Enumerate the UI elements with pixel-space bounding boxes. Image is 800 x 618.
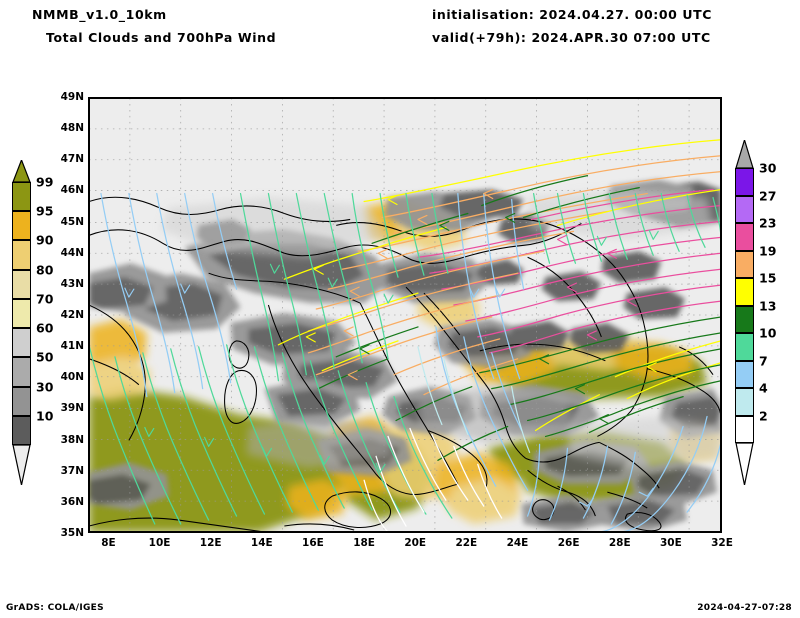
colorbar-swatch [735, 250, 754, 278]
colorbar-tick-label: 4 [759, 380, 768, 396]
y-tick-label: 42N [60, 309, 84, 321]
colorbar-extend-top [12, 160, 31, 182]
colorbar-tick-label: 80 [36, 262, 54, 278]
colorbar-swatch [735, 360, 754, 388]
y-tick-label: 38N [60, 433, 84, 446]
valid-time: valid(+79h): 2024.APR.30 07:00 UTC [432, 30, 711, 45]
initialisation-time: initialisation: 2024.04.27. 00:00 UTC [432, 7, 713, 22]
colorbar-tick-label: 10 [759, 325, 777, 341]
colorbar-tick-label: 23 [759, 215, 777, 231]
y-tick-label: 40N [60, 371, 84, 384]
colorbar-wind-speed: 30 27 23 19 15 13 10 7 4 2 [735, 140, 776, 485]
colorbar-swatch [12, 328, 31, 358]
software-credit: GrADS: COLA/IGES [6, 603, 104, 613]
colorbar-tick-label: 95 [36, 203, 54, 219]
x-tick-label: 18E [353, 537, 375, 549]
colorbar-swatch [735, 223, 754, 251]
colorbar-tick-label: 50 [36, 349, 54, 365]
colorbar-swatch [12, 240, 31, 270]
colorbar-tick-label: 60 [36, 320, 54, 336]
colorbar-tick-label: 2 [759, 408, 768, 423]
colorbar-tick-label: 10 [36, 408, 54, 424]
colorbar-tick-label: 90 [36, 232, 54, 248]
y-tick-label: 39N [60, 402, 84, 415]
x-tick-label: 12E [199, 537, 222, 549]
colorbar-extend-bottom [735, 443, 754, 485]
colorbar-swatch [735, 305, 754, 333]
colorbar-swatch [12, 357, 31, 387]
colorbar-swatch [12, 386, 31, 416]
y-tick-label: 46N [60, 184, 84, 197]
y-tick-label: 36N [60, 495, 84, 508]
x-axis-longitude: 8E 10E 12E 14E 16E 18E 20E 22E 24E 26E 28E 30E 32E [88, 537, 733, 555]
colorbar-swatch [12, 415, 31, 445]
y-tick-label: 48N [60, 122, 84, 135]
colorbar-swatch [735, 195, 754, 223]
x-tick-label: 26E [557, 537, 580, 549]
colorbar-swatch [12, 298, 31, 329]
y-tick-label: 37N [60, 464, 84, 477]
colorbar-tick-label: 19 [759, 243, 777, 258]
colorbar-tick-label: 30 [36, 379, 54, 395]
colorbar-swatch [12, 211, 31, 241]
colorbar-tick-label: 70 [36, 291, 54, 307]
colorbar-swatch [735, 333, 754, 361]
y-tick-label: 43N [60, 277, 84, 290]
generation-timestamp: 2024-04-27-07:28 [697, 603, 792, 613]
y-tick-label: 35N [60, 527, 84, 539]
model-title: NMMB_v1.0_10km [32, 7, 167, 22]
x-tick-label: 32E [711, 537, 733, 549]
x-tick-label: 22E [455, 537, 478, 549]
colorbar-total-cloud-cover: 99 95 90 80 70 60 50 30 10 [12, 160, 53, 485]
colorbar-swatch [12, 269, 31, 299]
colorbar-swatch [735, 168, 754, 196]
colorbar-extend-bottom [12, 445, 31, 485]
x-tick-label: 24E [506, 537, 529, 549]
x-tick-label: 14E [250, 537, 273, 549]
colorbar-tick-label: 7 [759, 353, 768, 368]
y-tick-label: 49N [60, 91, 84, 103]
y-tick-label: 45N [60, 215, 84, 228]
colorbar-tick-label: 27 [759, 188, 777, 203]
colorbar-tick-label: 13 [759, 298, 777, 313]
x-tick-label: 8E [101, 537, 116, 549]
field-title: Total Clouds and 700hPa Wind [46, 30, 277, 45]
y-tick-label: 41N [60, 340, 84, 353]
y-tick-label: 44N [60, 246, 84, 259]
colorbar-swatch [12, 182, 31, 212]
weather-map [89, 98, 721, 532]
x-tick-label: 10E [148, 537, 171, 549]
colorbar-tick-label: 15 [759, 270, 777, 286]
x-tick-label: 16E [302, 537, 324, 549]
colorbar-extend-top [735, 140, 754, 168]
colorbar-tick-label: 99 [36, 174, 54, 190]
y-tick-label: 47N [60, 153, 84, 166]
colorbar-swatch [735, 388, 754, 416]
x-tick-label: 30E [659, 537, 682, 549]
y-axis-latitude: 35N 36N 37N 38N 39N 40N 41N 42N 43N 44N 45N 46N 47N 4… [52, 91, 84, 539]
colorbar-tick-label: 30 [759, 160, 777, 176]
colorbar-swatch [735, 415, 754, 443]
colorbar-swatch [735, 278, 754, 306]
x-tick-label: 28E [608, 537, 631, 549]
map-plot-area[interactable] [88, 97, 722, 533]
x-tick-label: 20E [404, 537, 427, 549]
